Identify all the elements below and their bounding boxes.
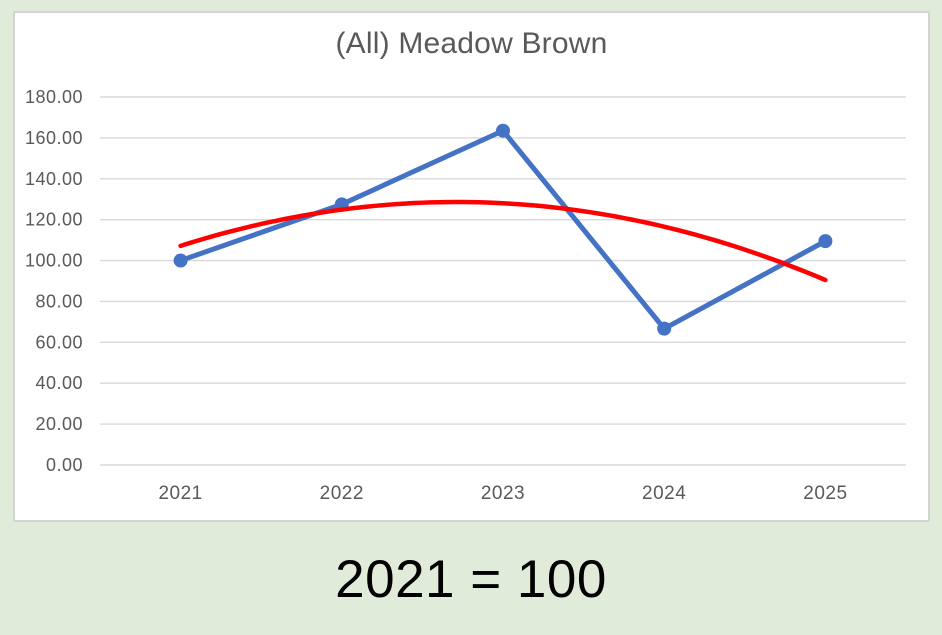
x-axis-tick-label: 2024 (642, 483, 686, 504)
chart-container: (All) Meadow Brown 0.00 20.00 40.00 60.00 80… (13, 11, 930, 522)
y-axis-tick-label: 160.00 (25, 128, 83, 148)
data-point-marker (173, 253, 188, 268)
y-axis-tick-label: 0.00 (46, 455, 83, 475)
index-baseline-caption: 2021 = 100 (335, 550, 607, 609)
y-axis-tick-label: 20.00 (35, 414, 83, 434)
data-point-marker (818, 234, 833, 249)
line-chart-plot-area: 0.00 20.00 40.00 60.00 80.00 100.00 120.00 140.… (25, 87, 906, 504)
y-axis-tick-label: 100.00 (25, 251, 83, 271)
trendline (178, 199, 828, 283)
x-axis-tick-label: 2021 (158, 483, 202, 504)
y-axis-tick-label: 60.00 (35, 332, 83, 352)
x-axis-tick-label: 2022 (320, 483, 364, 504)
y-axis-tick-label: 180.00 (25, 87, 83, 107)
y-axis-tick-label: 40.00 (35, 373, 83, 393)
x-axis-tick-label: 2025 (803, 483, 847, 504)
data-series-line (178, 128, 828, 332)
y-axis-tick-label: 80.00 (35, 291, 83, 311)
chart-title: (All) Meadow Brown (335, 27, 608, 60)
data-point-marker (496, 123, 510, 138)
x-axis-tick-label: 2023 (481, 483, 525, 504)
y-axis-tick-label: 140.00 (25, 169, 83, 189)
y-axis-tick-label: 120.00 (25, 210, 83, 230)
data-point-marker (657, 321, 672, 336)
